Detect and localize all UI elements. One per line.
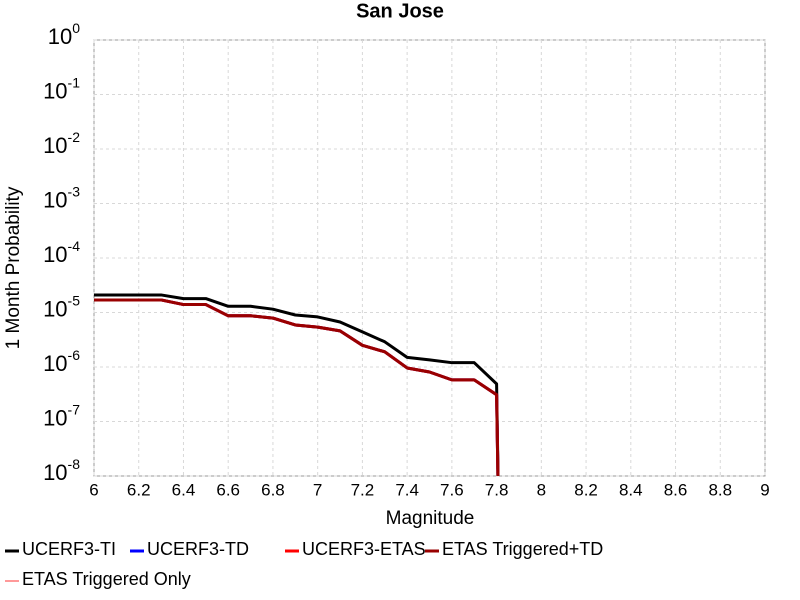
legend-label: ETAS Triggered Only [22,569,191,589]
tick-exponent: -3 [68,183,81,199]
series-line [94,298,500,476]
tick-base: 10 [43,460,67,485]
y-tick-label: 10-8 [43,456,80,485]
tick-base: 10 [43,133,67,158]
legend-label: UCERF3-TI [22,539,116,559]
x-tick-label: 6.4 [172,480,196,499]
x-tick-label: 7.2 [351,480,375,499]
x-tick-label: 7.8 [485,480,509,499]
tick-exponent: -4 [68,238,81,254]
tick-base: 10 [48,24,72,49]
tick-exponent: -7 [68,401,81,417]
tick-exponent: -2 [68,129,81,145]
tick-base: 10 [43,351,67,376]
y-tick-label: 10-6 [43,347,80,376]
lines [94,293,500,476]
x-tick-label: 7.6 [440,480,464,499]
legend-label: UCERF3-TD [147,539,249,559]
y-axis-label: 1 Month Probability [3,186,24,349]
x-tick-label: 7 [313,480,322,499]
chart-title: San Jose [356,0,444,22]
x-tick-label: 8.2 [574,480,598,499]
tick-exponent: -6 [68,347,81,363]
tick-exponent: -8 [68,456,81,472]
x-tick-label: 6.6 [216,480,240,499]
series-line [94,293,500,476]
x-axis-label: Magnitude [386,508,475,529]
tick-base: 10 [43,405,67,430]
y-tick-label: 100 [48,20,80,49]
grid [93,39,766,477]
y-tick-label: 10-3 [43,183,80,212]
x-tick-label: 7.4 [395,480,419,499]
x-tick-label: 8.6 [664,480,688,499]
y-tick-label: 10-2 [43,129,80,158]
tick-base: 10 [43,78,67,103]
x-tick-label: 6.8 [261,480,285,499]
tick-exponent: 0 [72,20,80,36]
legend: UCERF3-TI UCERF3-TD UCERF3-ETAS ETAS Trigge… [5,539,603,589]
x-tick-label: 8.8 [708,480,732,499]
legend-label: ETAS Triggered+TD [442,539,603,559]
x-tick-label: 8.4 [619,480,643,499]
legend-label: UCERF3-ETAS [302,539,426,559]
y-tick-label: 10-7 [43,401,80,430]
tick-base: 10 [43,242,67,267]
x-tick-label: 8 [537,480,546,499]
x-tick-label: 6 [89,480,98,499]
x-tick-label: 9 [760,480,769,499]
y-tick-label: 10-1 [43,74,80,103]
tick-exponent: -1 [68,74,81,90]
y-tick-label: 10-5 [43,292,80,321]
tick-base: 10 [43,187,67,212]
tick-exponent: -5 [68,292,81,308]
tick-base: 10 [43,296,67,321]
x-tick-label: 6.2 [127,480,151,499]
y-tick-label: 10-4 [43,238,80,267]
